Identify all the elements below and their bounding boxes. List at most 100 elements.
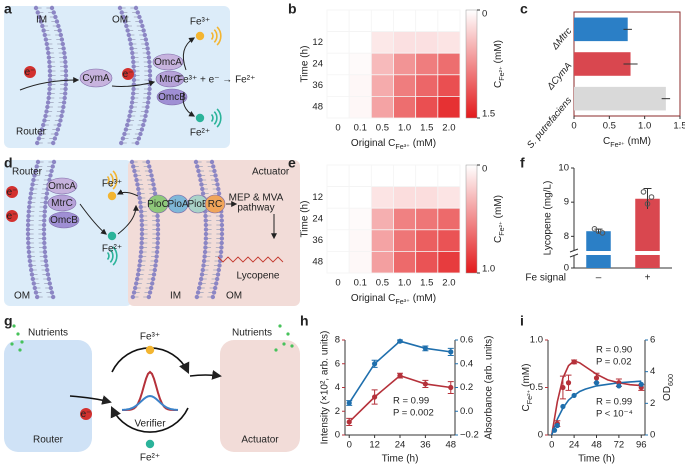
electron bbox=[24, 66, 36, 78]
lipid-head bbox=[32, 173, 37, 178]
lipid-head bbox=[124, 23, 129, 29]
lipid-head bbox=[155, 231, 161, 237]
panel-label: c bbox=[520, 1, 528, 17]
panel-label: e bbox=[288, 155, 296, 171]
category-label: ΔMtrc bbox=[549, 26, 574, 53]
lipid-head bbox=[59, 113, 64, 119]
lipid-head bbox=[54, 19, 60, 24]
lipid-head bbox=[196, 285, 202, 291]
heatmap-cell bbox=[348, 207, 372, 231]
nutrient-dot bbox=[12, 324, 16, 328]
lipid-head bbox=[145, 104, 150, 110]
x-axis-label: Original CFe³⁺ (mM) bbox=[351, 138, 436, 152]
lipid-head bbox=[219, 222, 225, 228]
nutrient-dot bbox=[10, 342, 14, 346]
data-point bbox=[565, 380, 572, 386]
electron-label: e⁻ bbox=[7, 211, 18, 222]
heatmap-cell bbox=[393, 52, 417, 76]
x-axis-label-part: Fe²⁺ bbox=[610, 140, 625, 149]
lipid-head bbox=[131, 86, 136, 92]
y2-tick-label: 0.0 bbox=[460, 406, 473, 417]
series-line bbox=[348, 340, 451, 404]
nutrient-dot bbox=[286, 332, 290, 336]
lipid-head bbox=[203, 218, 208, 223]
bar-break-gap bbox=[585, 251, 612, 255]
heatmap-cell bbox=[415, 250, 439, 274]
lipid-head bbox=[137, 14, 142, 20]
protein bbox=[155, 70, 185, 88]
lipid-head bbox=[42, 118, 47, 123]
y-axis-label: Time (h) bbox=[300, 201, 311, 238]
heatmap-cell bbox=[393, 31, 417, 54]
lipid-head bbox=[36, 136, 42, 141]
membrane-label: OM bbox=[14, 291, 30, 302]
lipid-head bbox=[60, 41, 65, 47]
protein-label: PioB bbox=[187, 199, 208, 210]
x-axis-label-part: Original C bbox=[351, 293, 395, 304]
actuator-region bbox=[128, 160, 300, 306]
data-point bbox=[372, 394, 378, 400]
heatmap-cell bbox=[370, 74, 394, 97]
colorbar-tick-label: 0 bbox=[482, 9, 487, 20]
lipid-head bbox=[135, 10, 140, 15]
lipid-head bbox=[202, 254, 207, 259]
protein-label: OmcA bbox=[154, 57, 182, 68]
lipid-head bbox=[46, 50, 51, 56]
lipid-bilayer bbox=[33, 5, 69, 146]
x-axis-label: Fe signal bbox=[525, 273, 566, 284]
lipid-head bbox=[203, 231, 209, 237]
y-axis-label: Lycopene (mg/L) bbox=[543, 181, 554, 256]
x-tick-label: 12 bbox=[369, 440, 380, 451]
box-label: Actuator bbox=[241, 435, 279, 446]
in-arrow bbox=[69, 395, 112, 405]
heatmap-cell bbox=[370, 31, 394, 54]
lipid-head bbox=[216, 186, 221, 192]
y-tick-label: 9 bbox=[564, 197, 569, 208]
signal-wave bbox=[109, 249, 114, 263]
electron-label: e⁻ bbox=[7, 187, 18, 198]
heatmap-cell bbox=[348, 9, 372, 33]
lipid-head bbox=[26, 213, 31, 219]
heatmap-cell bbox=[393, 96, 417, 119]
signal-wave bbox=[112, 170, 118, 190]
lipid-head bbox=[26, 245, 31, 250]
lipid-head bbox=[42, 245, 47, 250]
lipid-head bbox=[123, 127, 129, 132]
x-axis-label: Time (h) bbox=[382, 454, 419, 465]
signal-wave bbox=[216, 26, 222, 46]
lipid-head bbox=[145, 159, 151, 165]
data-point bbox=[638, 381, 644, 387]
lipid-head bbox=[146, 95, 151, 101]
y2-tick-label: −0.2 bbox=[460, 430, 479, 441]
lipid-head bbox=[147, 164, 152, 169]
membrane-label: IM bbox=[170, 291, 181, 302]
lipid-head bbox=[121, 14, 126, 20]
heatmap-cell bbox=[326, 250, 350, 274]
lipid-head bbox=[139, 218, 144, 223]
lipid-head bbox=[144, 109, 149, 114]
y-tick-label: 0 bbox=[538, 430, 543, 441]
x-axis-label: CFe²⁺ (mM) bbox=[603, 136, 651, 150]
lipid-head bbox=[129, 100, 135, 105]
y-axis-label-part: (mM) bbox=[493, 195, 504, 221]
lipid-head bbox=[195, 290, 201, 295]
ion bbox=[145, 439, 155, 449]
protein-label: CymA bbox=[82, 73, 110, 84]
x-tick-label: 1.0 bbox=[398, 123, 411, 134]
heatmap-cell bbox=[370, 96, 394, 119]
data-point bbox=[372, 361, 378, 367]
protein-label: MtrC bbox=[159, 74, 181, 85]
heatmap-cell bbox=[437, 9, 461, 33]
y-tick-label: 0.5 bbox=[530, 382, 543, 393]
heatmap-cell bbox=[326, 74, 350, 97]
nutrient-dot bbox=[274, 348, 278, 352]
data-point bbox=[560, 384, 566, 391]
router-cell-bg bbox=[4, 6, 230, 148]
lipid-head bbox=[201, 258, 207, 264]
heatmap-cell bbox=[348, 96, 372, 119]
lipid-head bbox=[26, 218, 31, 223]
lipid-head bbox=[29, 272, 35, 277]
x-tick-label: 1.5 bbox=[420, 278, 433, 289]
panel-label: f bbox=[520, 155, 525, 171]
